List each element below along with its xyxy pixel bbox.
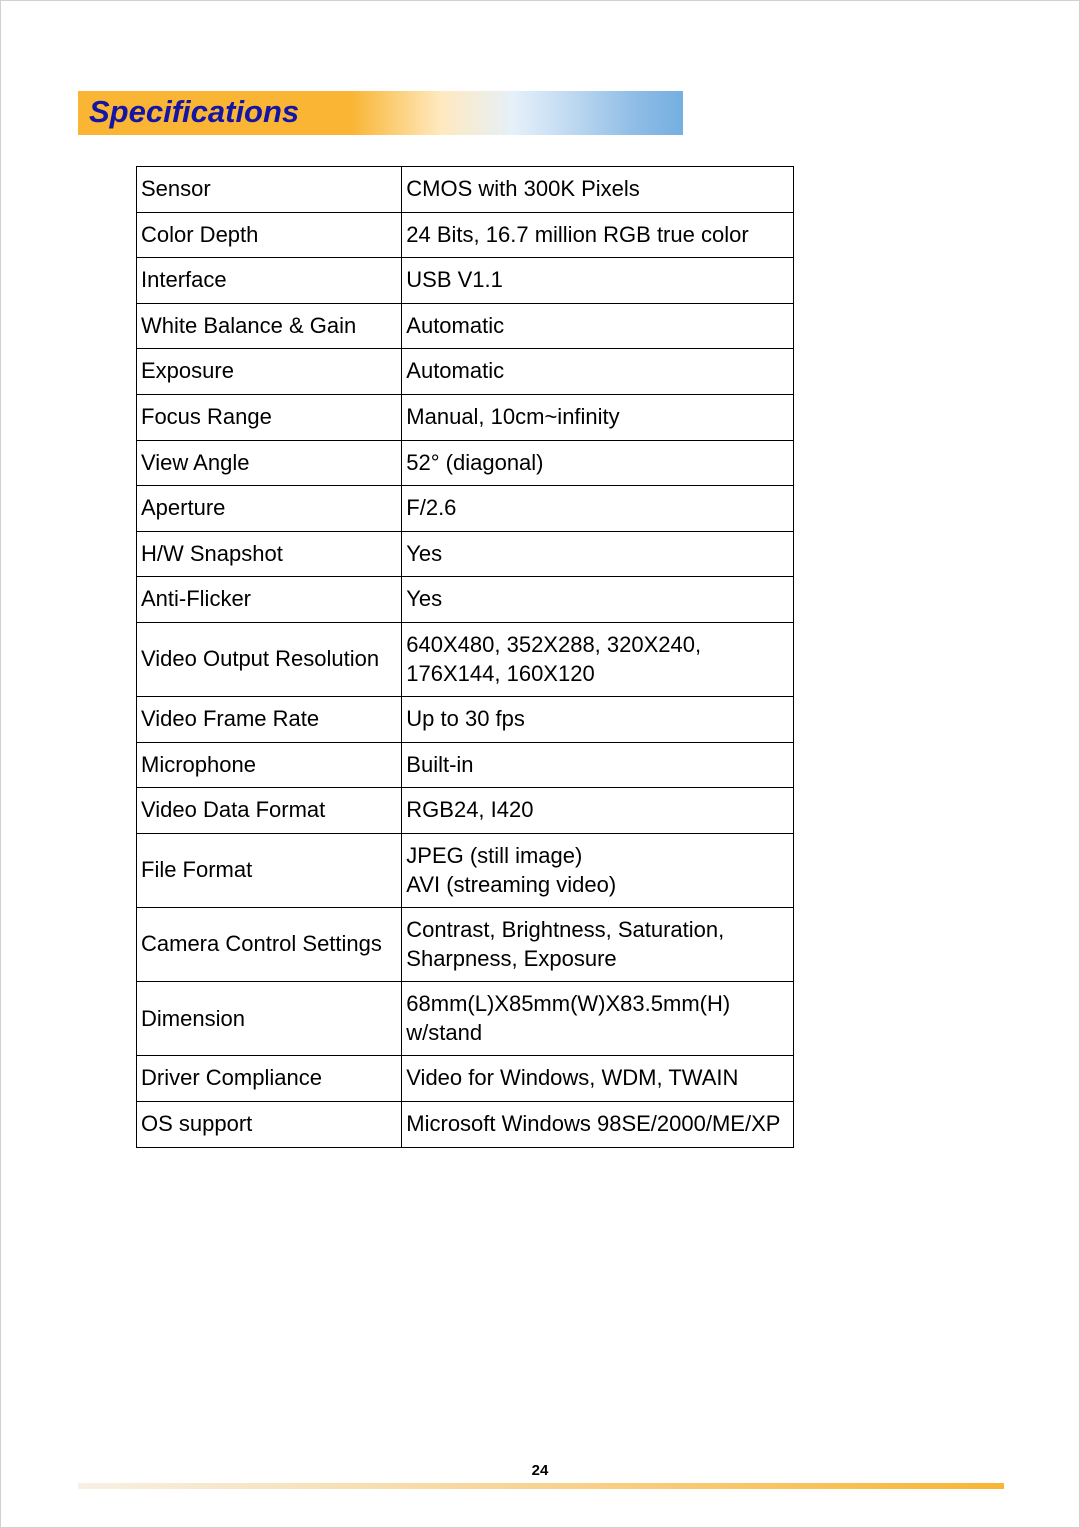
- table-row: Video Frame RateUp to 30 fps: [137, 697, 794, 743]
- table-row: File FormatJPEG (still image)AVI (stream…: [137, 833, 794, 907]
- spec-value: Up to 30 fps: [402, 697, 794, 743]
- page-heading: Specifications: [89, 94, 299, 130]
- spec-label: View Angle: [137, 440, 402, 486]
- spec-label: White Balance & Gain: [137, 303, 402, 349]
- table-row: Video Output Resolution640X480, 352X288,…: [137, 622, 794, 696]
- table-row: SensorCMOS with 300K Pixels: [137, 167, 794, 213]
- specifications-table: SensorCMOS with 300K PixelsColor Depth24…: [136, 166, 794, 1148]
- spec-label: Dimension: [137, 982, 402, 1056]
- spec-value: Contrast, Brightness, Saturation, Sharpn…: [402, 908, 794, 982]
- specifications-table-body: SensorCMOS with 300K PixelsColor Depth24…: [137, 167, 794, 1148]
- spec-label: Interface: [137, 258, 402, 304]
- table-row: Color Depth24 Bits, 16.7 million RGB tru…: [137, 212, 794, 258]
- spec-value: Microsoft Windows 98SE/2000/ME/XP: [402, 1102, 794, 1148]
- spec-label: Microphone: [137, 742, 402, 788]
- spec-label: Video Output Resolution: [137, 622, 402, 696]
- table-row: Video Data FormatRGB24, I420: [137, 788, 794, 834]
- spec-value: 640X480, 352X288, 320X240, 176X144, 160X…: [402, 622, 794, 696]
- table-row: ExposureAutomatic: [137, 349, 794, 395]
- spec-value: Automatic: [402, 303, 794, 349]
- table-row: MicrophoneBuilt-in: [137, 742, 794, 788]
- spec-label: OS support: [137, 1102, 402, 1148]
- page-number: 24: [1, 1462, 1079, 1479]
- spec-label: H/W Snapshot: [137, 531, 402, 577]
- spec-value: Yes: [402, 531, 794, 577]
- spec-label: Driver Compliance: [137, 1056, 402, 1102]
- table-row: InterfaceUSB V1.1: [137, 258, 794, 304]
- table-row: Camera Control SettingsContrast, Brightn…: [137, 908, 794, 982]
- spec-value: CMOS with 300K Pixels: [402, 167, 794, 213]
- table-row: View Angle52° (diagonal): [137, 440, 794, 486]
- spec-label: Anti-Flicker: [137, 577, 402, 623]
- spec-label: Sensor: [137, 167, 402, 213]
- spec-label: Focus Range: [137, 394, 402, 440]
- spec-value: RGB24, I420: [402, 788, 794, 834]
- spec-value: 24 Bits, 16.7 million RGB true color: [402, 212, 794, 258]
- spec-value: 68mm(L)X85mm(W)X83.5mm(H) w/stand: [402, 982, 794, 1056]
- table-row: Anti-FlickerYes: [137, 577, 794, 623]
- spec-label: Exposure: [137, 349, 402, 395]
- table-row: Dimension68mm(L)X85mm(W)X83.5mm(H) w/sta…: [137, 982, 794, 1056]
- spec-value: USB V1.1: [402, 258, 794, 304]
- spec-label: Camera Control Settings: [137, 908, 402, 982]
- spec-label: Aperture: [137, 486, 402, 532]
- table-row: Focus RangeManual, 10cm~infinity: [137, 394, 794, 440]
- spec-value: Automatic: [402, 349, 794, 395]
- spec-value: Video for Windows, WDM, TWAIN: [402, 1056, 794, 1102]
- spec-label: File Format: [137, 833, 402, 907]
- spec-value: Manual, 10cm~infinity: [402, 394, 794, 440]
- spec-value: F/2.6: [402, 486, 794, 532]
- spec-value: Yes: [402, 577, 794, 623]
- spec-value: Built-in: [402, 742, 794, 788]
- spec-label: Color Depth: [137, 212, 402, 258]
- spec-label: Video Data Format: [137, 788, 402, 834]
- table-row: ApertureF/2.6: [137, 486, 794, 532]
- spec-value: 52° (diagonal): [402, 440, 794, 486]
- table-row: OS supportMicrosoft Windows 98SE/2000/ME…: [137, 1102, 794, 1148]
- spec-label: Video Frame Rate: [137, 697, 402, 743]
- table-row: Driver ComplianceVideo for Windows, WDM,…: [137, 1056, 794, 1102]
- footer-gradient-bar: [78, 1483, 1004, 1489]
- spec-value: JPEG (still image)AVI (streaming video): [402, 833, 794, 907]
- table-row: H/W SnapshotYes: [137, 531, 794, 577]
- table-row: White Balance & GainAutomatic: [137, 303, 794, 349]
